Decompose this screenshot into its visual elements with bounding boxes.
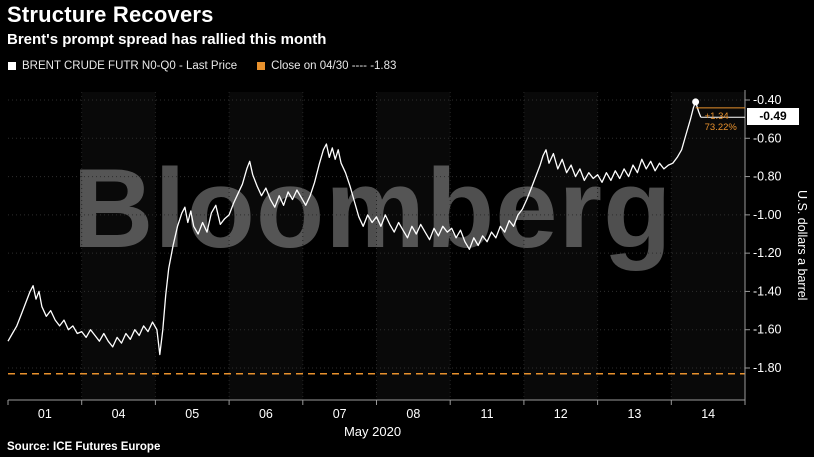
svg-text:-0.60: -0.60 [753, 131, 782, 145]
svg-text:14: 14 [701, 407, 715, 421]
legend: BRENT CRUDE FUTR N0-Q0 - Last Price Clos… [8, 60, 396, 72]
svg-text:-1.60: -1.60 [753, 323, 782, 337]
svg-text:05: 05 [185, 407, 199, 421]
legend-item-last-price[interactable]: BRENT CRUDE FUTR N0-Q0 - Last Price [8, 60, 237, 72]
svg-text:06: 06 [259, 407, 273, 421]
legend-label-last-price: BRENT CRUDE FUTR N0-Q0 - Last Price [22, 60, 238, 72]
legend-swatch-last-price [8, 62, 16, 70]
legend-swatch-close [257, 62, 266, 70]
svg-text:07: 07 [333, 407, 347, 421]
svg-text:11: 11 [481, 407, 494, 421]
svg-text:-1.40: -1.40 [753, 284, 782, 298]
legend-label-close: Close on 04/30 ---- -1.83 [271, 60, 397, 72]
svg-text:-1.00: -1.00 [753, 208, 782, 222]
y-axis-title: U.S. dollars a barrel [795, 189, 809, 301]
svg-text:-1.20: -1.20 [753, 246, 782, 260]
svg-text:12: 12 [554, 407, 568, 421]
x-axis-title: May 2020 [343, 424, 402, 439]
svg-text:01: 01 [38, 407, 52, 421]
svg-text:13: 13 [627, 407, 641, 421]
chart-subtitle: Brent's prompt spread has rallied this m… [7, 31, 327, 48]
page-title: Structure Recovers [7, 2, 214, 27]
svg-text:04: 04 [112, 407, 126, 421]
legend-item-close[interactable]: Close on 04/30 ---- -1.83 [257, 60, 396, 72]
svg-text:-0.40: -0.40 [753, 93, 782, 107]
svg-text:-1.80: -1.80 [753, 361, 782, 375]
pct-change-label: 73.22% [704, 121, 737, 133]
svg-text:-0.80: -0.80 [753, 170, 782, 184]
last-price-label: -0.49 [747, 108, 799, 126]
source-label: Source: ICE Futures Europe [7, 441, 161, 453]
net-change-label: +1.34 [704, 110, 729, 122]
price-plot[interactable]: -0.40 -0.60 -0.80 -1.00 -1.20 -1.40 -1.60 -1.80… [0, 80, 814, 440]
chart-area[interactable]: Bloomberg -0.40 -0.60 -0.80 -1.00 -1.20 -1.40… [0, 80, 814, 440]
svg-text:08: 08 [406, 407, 420, 421]
